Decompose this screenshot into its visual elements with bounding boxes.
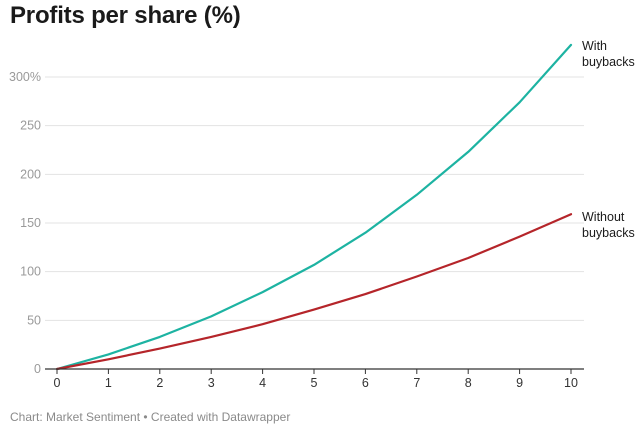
chart-credit: Chart: Market Sentiment • Created with D… — [10, 410, 291, 424]
series-labels: With buybacks Without buybacks — [582, 39, 635, 240]
y-tick-label: 150 — [20, 216, 41, 230]
y-tick-label: 100 — [20, 265, 41, 279]
x-tick-label: 3 — [208, 376, 215, 390]
x-tick-label: 0 — [54, 376, 61, 390]
x-tick-label: 4 — [259, 376, 266, 390]
y-axis-ticks: 0 50 100 150 200 250 300% — [9, 70, 41, 376]
series-label-without-buybacks: Without buybacks — [582, 210, 635, 240]
y-tick-label: 50 — [27, 313, 41, 327]
x-tick-label: 9 — [516, 376, 523, 390]
y-tick-label: 200 — [20, 167, 41, 181]
x-tick-label: 6 — [362, 376, 369, 390]
series-line-with-buybacks — [55, 43, 573, 371]
x-tick-label: 5 — [311, 376, 318, 390]
x-axis: 0 1 2 3 4 5 6 7 8 9 10 — [45, 368, 584, 390]
series-label-line: buybacks — [582, 226, 635, 240]
gridlines — [45, 76, 584, 321]
series-label-line: With — [582, 39, 607, 53]
y-tick-label: 300% — [9, 70, 41, 84]
series-line-without-buybacks — [55, 213, 573, 371]
x-tick-label: 8 — [465, 376, 472, 390]
x-tick-label: 2 — [156, 376, 163, 390]
series-lines — [55, 43, 573, 371]
x-tick-label: 1 — [105, 376, 112, 390]
chart-title: Profits per share (%) — [10, 2, 241, 29]
series-label-line: Without — [582, 210, 625, 224]
series-label-line: buybacks — [582, 55, 635, 69]
y-tick-label: 0 — [34, 362, 41, 376]
x-tick-label: 10 — [564, 376, 578, 390]
x-tick-label: 7 — [413, 376, 420, 390]
y-tick-label: 250 — [20, 119, 41, 133]
series-label-with-buybacks: With buybacks — [582, 39, 635, 69]
